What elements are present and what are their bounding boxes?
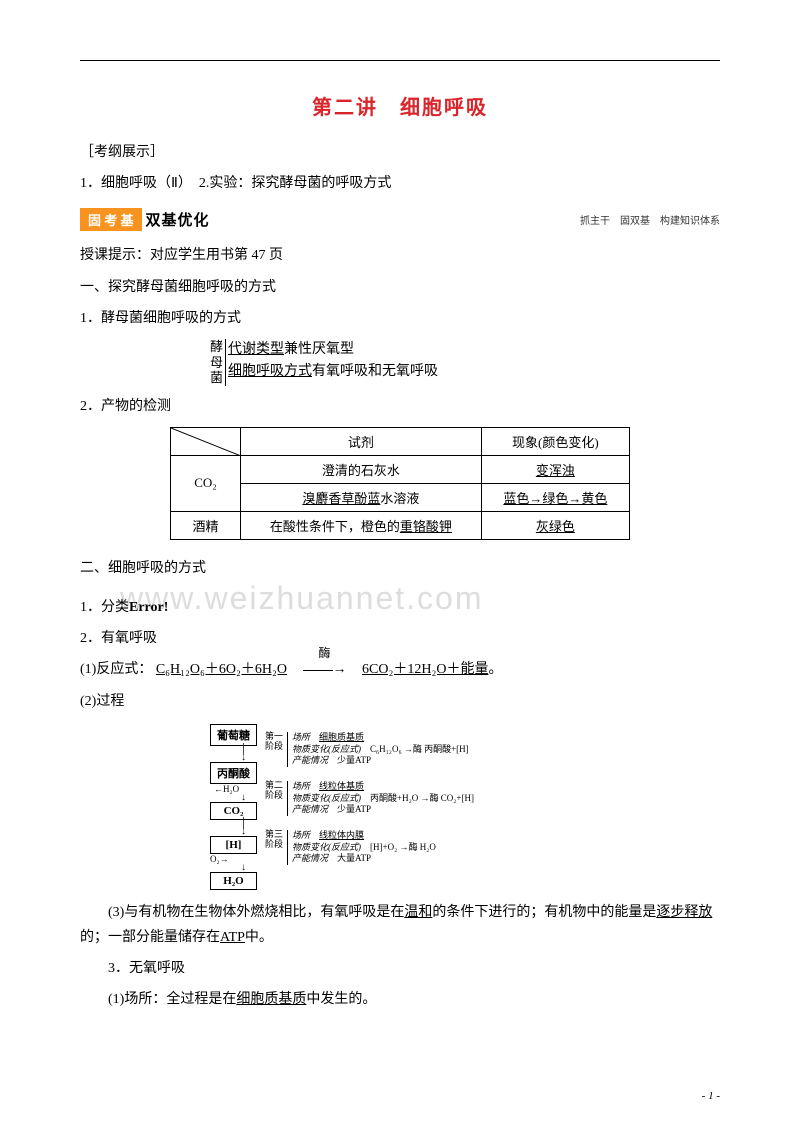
flow-o2-in: O₂→ — [210, 854, 257, 864]
flow-glucose: 葡萄糖 — [210, 724, 257, 746]
yeast-metabolism-value: 兼性厌氧型 — [284, 339, 354, 361]
table-cell: 澄清的石灰水 — [241, 455, 482, 483]
yeast-resp-label: 细胞呼吸方式 — [228, 361, 312, 383]
section-1-2: 2．产物的检测 — [80, 394, 720, 419]
table-row: 试剂 现象(颜色变化) — [171, 427, 630, 455]
section-2-3-1: (1)场所：全过程是在细胞质基质中发生的。 — [80, 987, 720, 1012]
table-cell: 在酸性条件下，橙色的重铬酸钾 — [241, 511, 482, 539]
section-1-title: 一、探究酵母菌细胞呼吸的方式 — [80, 275, 720, 300]
section-1-1: 1．酵母菌细胞呼吸的方式 — [80, 306, 720, 331]
yeast-diagram: 酵母菌 代谢类型 兼性厌氧型 细胞呼吸方式 有氧呼吸和无氧呼吸 — [210, 339, 720, 386]
section-2-title: 二、细胞呼吸的方式 — [80, 556, 720, 581]
table-cell: 蓝色→绿色→黄色 — [481, 483, 629, 511]
section-title: 双基优化 — [146, 209, 210, 230]
flow-co2: CO₂ — [210, 802, 257, 820]
table-row: 酒精 在酸性条件下，橙色的重铬酸钾 灰绿色 — [171, 511, 630, 539]
diagonal-line-icon — [171, 428, 241, 456]
arrow-down-icon: │↓ — [230, 820, 257, 836]
table-row: CO₂ 澄清的石灰水 变浑浊 — [171, 455, 630, 483]
reaction-formula: (1)反应式： C₆H₁₂O₆＋6O₂＋6H₂O 酶 → 6CO₂＋12H₂O＋… — [80, 657, 720, 682]
section-right-note: 抓主干 固双基 构建知识体系 — [580, 212, 720, 227]
yeast-resp-value: 有氧呼吸和无氧呼吸 — [312, 361, 438, 383]
table-cell: 灰绿色 — [481, 511, 629, 539]
teaching-hint: 授课提示：对应学生用书第 47 页 — [80, 243, 720, 268]
paragraph-3: (3)与有机物在生物体外燃烧相比，有氧呼吸是在温和的条件下进行的；有机物中的能量… — [80, 900, 720, 950]
section-2-3: 3．无氧呼吸 — [80, 956, 720, 981]
section-2-1: 1．分类Error! — [80, 595, 720, 620]
yeast-label: 酵母菌 — [210, 339, 223, 386]
arrow-down-icon: ↓ — [230, 864, 257, 872]
table-co2-label: CO₂ — [171, 455, 241, 511]
flow-pyruvate: 丙酮酸 — [210, 762, 257, 784]
detection-table: 试剂 现象(颜色变化) CO₂ 澄清的石灰水 变浑浊 溴麝香草酚蓝水溶液 蓝色→… — [170, 427, 630, 540]
page-title: 第二讲 细胞呼吸 — [80, 91, 720, 120]
respiration-flowchart: 葡萄糖 │↓ 丙酮酸 ←H₂O ↓ CO₂ │↓ [H] O₂→ ↓ H₂O 第… — [210, 724, 590, 890]
table-header-phenomenon: 现象(颜色变化) — [481, 427, 629, 455]
arrow-down-icon: │↓ — [230, 746, 257, 762]
outline-text: 1．细胞呼吸（Ⅱ） 2.实验：探究酵母菌的呼吸方式 — [80, 171, 720, 196]
outline-header: ［考纲展示］ — [80, 140, 720, 165]
section-2-2: 2．有氧呼吸 — [80, 626, 720, 651]
table-alcohol-label: 酒精 — [171, 511, 241, 539]
section-2-2-2: (2)过程 — [80, 689, 720, 714]
enzyme-label: 酶 — [319, 643, 331, 665]
table-cell: 溴麝香草酚蓝水溶液 — [241, 483, 482, 511]
top-rule — [80, 60, 720, 61]
table-diag-cell — [171, 427, 241, 455]
yeast-metabolism-label: 代谢类型 — [228, 339, 284, 361]
page-content: 第二讲 细胞呼吸 ［考纲展示］ 1．细胞呼吸（Ⅱ） 2.实验：探究酵母菌的呼吸方… — [80, 60, 720, 1013]
section-tag: 固 考 基 — [80, 208, 142, 231]
table-header-reagent: 试剂 — [241, 427, 482, 455]
flow-h2o: H₂O — [210, 872, 257, 890]
arrow-down-icon: ↓ — [230, 794, 257, 802]
section-header: 固 考 基 双基优化 抓主干 固双基 构建知识体系 — [80, 208, 720, 231]
arrow-icon — [303, 670, 333, 671]
flow-h2o-in: ←H₂O — [214, 784, 257, 794]
table-cell: 变浑浊 — [481, 455, 629, 483]
flow-h: [H] — [210, 836, 257, 854]
page-number: - 1 - — [702, 1090, 720, 1102]
